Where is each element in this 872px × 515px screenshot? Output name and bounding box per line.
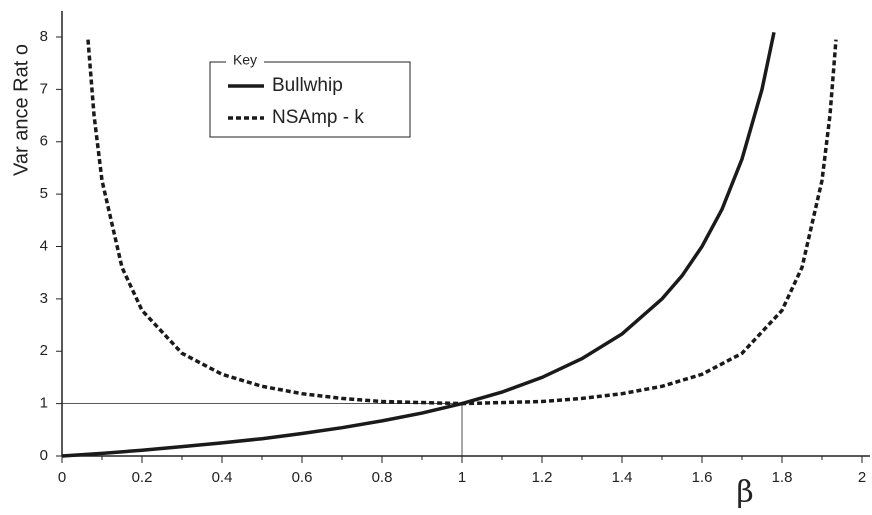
y-tick-label: 6 — [40, 133, 48, 150]
series-line — [86, 39, 838, 406]
y-tick-label: 3 — [40, 290, 48, 307]
legend-label: Bullwhip — [272, 75, 343, 96]
x-tick-label: 0 — [58, 469, 66, 486]
legend-box — [209, 61, 411, 138]
x-tick-label: 1.8 — [772, 469, 793, 486]
y-tick-label: 2 — [40, 342, 48, 359]
x-tick-label: 1.2 — [532, 469, 553, 486]
legend-label: NSAmp - k — [272, 107, 364, 128]
y-tick-label: 1 — [40, 395, 48, 412]
x-tick-label: 2 — [858, 469, 866, 486]
x-axis-label: β — [736, 475, 753, 510]
x-tick-label: 1 — [458, 469, 466, 486]
legend-title-bg — [226, 53, 264, 69]
x-tick-label: 0.6 — [292, 469, 313, 486]
x-tick-label: 0.4 — [212, 469, 233, 486]
y-axis-label: Var ance Rat o — [10, 44, 32, 176]
x-tick-label: 1.6 — [692, 469, 713, 486]
series-line — [61, 31, 776, 458]
y-tick-label: 7 — [40, 80, 48, 97]
x-tick-label: 0.2 — [132, 469, 153, 486]
x-tick-label: 0.8 — [372, 469, 393, 486]
y-tick-label: 4 — [40, 237, 48, 254]
legend-title: Key — [233, 52, 257, 68]
y-tick-label: 0 — [40, 447, 48, 464]
x-tick-label: 1.4 — [612, 469, 633, 486]
y-tick-label: 8 — [40, 28, 48, 45]
y-tick-label: 5 — [40, 185, 48, 202]
